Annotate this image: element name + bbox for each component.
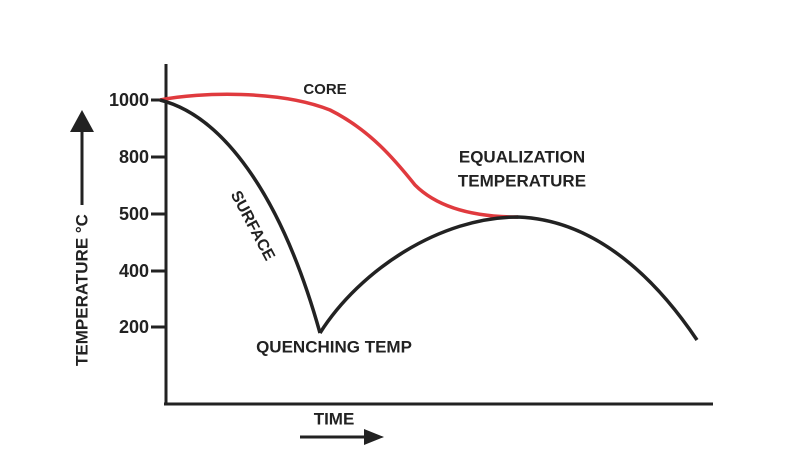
y-tick-labels: 1000 800 500 400 200 — [109, 90, 149, 337]
quench-label: QUENCHING TEMP — [256, 337, 412, 356]
equalization-label: TEMPERATURE — [458, 171, 586, 190]
y-tick-label: 500 — [119, 204, 149, 224]
y-tick-label: 400 — [119, 261, 149, 281]
core-curve — [159, 92, 519, 219]
y-tick-label: 200 — [119, 317, 149, 337]
surface-recovery-curve — [318, 215, 699, 341]
x-axis-label: TIME — [314, 409, 355, 428]
surface-curve — [159, 98, 322, 334]
y-tick-label: 800 — [119, 147, 149, 167]
equalization-label: EQUALIZATION — [459, 147, 585, 166]
y-arrowhead — [70, 110, 94, 132]
tick-marks — [151, 98, 166, 329]
core-label: CORE — [303, 81, 346, 98]
x-arrowhead — [364, 429, 384, 445]
y-axis-label: TEMPERATURE °C — [72, 214, 91, 366]
y-tick-label: 1000 — [109, 90, 149, 110]
